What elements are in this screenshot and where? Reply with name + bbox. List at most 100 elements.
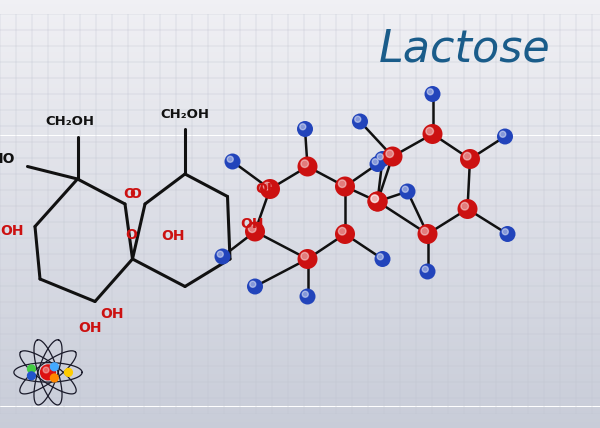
Bar [0,211,600,213]
Circle shape [298,157,317,176]
Circle shape [427,89,433,95]
Bar [0,380,600,383]
Bar [0,99,600,101]
Bar [0,136,600,138]
Bar [0,6,600,9]
Bar [0,183,600,185]
Circle shape [377,254,383,260]
Bar [0,402,600,404]
Circle shape [422,124,443,144]
Circle shape [263,182,271,190]
Bar [0,312,600,314]
Bar [0,279,600,282]
Bar [0,92,600,95]
Bar [0,110,600,112]
Bar [0,43,600,45]
Text: OH: OH [240,217,263,231]
Bar [0,77,600,80]
Circle shape [371,195,379,202]
Bar [0,56,600,58]
Bar [0,344,600,346]
Circle shape [460,149,480,169]
Bar [0,361,600,363]
Circle shape [383,146,403,166]
Bar [0,84,600,86]
Bar [0,198,600,200]
Text: O: O [129,187,141,201]
Bar [0,34,600,36]
Circle shape [338,180,346,187]
Bar [0,426,600,428]
Bar [0,294,600,297]
Bar [0,363,600,366]
Circle shape [419,264,436,279]
Bar [0,153,600,155]
Bar [0,17,600,19]
Text: HO: HO [0,152,15,166]
Circle shape [422,266,428,272]
Bar [0,215,600,217]
Bar [0,170,600,172]
Bar [0,90,600,92]
Bar [0,407,600,409]
Bar [0,351,600,353]
Bar [0,48,600,50]
Bar [0,9,600,11]
Bar [0,392,600,394]
Bar [0,323,600,325]
Circle shape [298,249,317,269]
Bar [0,370,600,372]
Bar [0,41,600,43]
Bar [0,383,600,385]
Bar [0,206,600,208]
Bar [0,400,600,402]
Text: OH: OH [1,225,24,238]
Circle shape [352,113,368,130]
Bar [0,404,600,407]
Bar [0,269,600,271]
Bar [0,149,600,151]
Circle shape [247,279,263,294]
Circle shape [301,160,308,167]
Bar [0,237,600,239]
Bar [0,65,600,67]
Bar [0,355,600,357]
Circle shape [335,176,355,196]
Bar [0,32,600,34]
Circle shape [386,150,394,158]
Text: Lactose: Lactose [379,27,551,71]
Circle shape [367,191,388,211]
Bar [0,146,600,149]
Circle shape [374,251,391,267]
Bar [0,178,600,181]
Bar [0,252,600,254]
Bar [0,95,600,97]
Bar [0,378,600,380]
Bar [0,228,600,230]
Bar [0,80,600,82]
Circle shape [224,154,241,169]
Bar [0,415,600,417]
Bar [0,342,600,344]
Bar [0,316,600,318]
Bar [0,288,600,290]
Bar [0,260,600,262]
Bar [0,336,600,338]
Bar [0,247,600,250]
Circle shape [50,363,58,371]
Bar [0,366,600,368]
Bar [0,120,600,122]
Bar [0,220,600,222]
Bar [0,97,600,99]
Bar [0,193,600,196]
Circle shape [248,225,256,232]
Bar [0,357,600,359]
Bar [0,161,600,163]
Bar [0,105,600,107]
Bar [0,200,600,202]
Bar [0,24,600,26]
Text: OH: OH [161,229,184,244]
Circle shape [425,86,440,102]
Circle shape [299,288,316,304]
Circle shape [65,369,73,376]
